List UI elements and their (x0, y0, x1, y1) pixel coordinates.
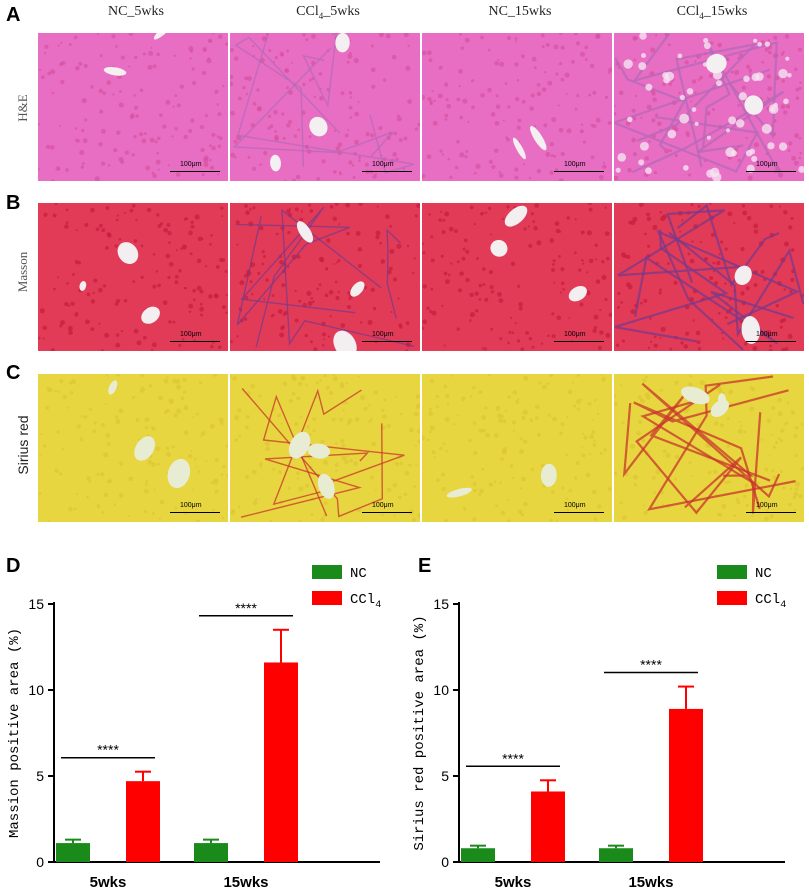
scale-label: 100μm (756, 502, 778, 509)
scale-bar (746, 512, 796, 513)
significance-label: **** (97, 742, 119, 758)
micrograph-tile: 100μm (422, 374, 612, 522)
legend-label: NC (755, 566, 772, 582)
bar-ccl4-5wks (126, 781, 160, 862)
legend-swatch (312, 591, 342, 605)
scale-label: 100μm (180, 161, 202, 168)
scale-bar (746, 171, 796, 172)
y-tick-label: 5 (36, 768, 44, 784)
bar-nc-15wks (599, 848, 633, 862)
panel-label-a: A (6, 4, 21, 26)
column-title-nc-15wks: NC_15wks (488, 4, 552, 19)
column-title-nc-5wks: NC_5wks (107, 4, 164, 19)
scale-bar (362, 171, 412, 172)
bar-nc-5wks (56, 843, 90, 862)
bar-nc-5wks (461, 848, 495, 862)
y-axis-label: Sirius red positive area (%) (412, 615, 428, 850)
y-tick-label: 15 (433, 596, 449, 612)
scale-label: 100μm (756, 331, 778, 338)
scale-bar (170, 171, 220, 172)
scale-bar (362, 512, 412, 513)
panel-label-c: C (6, 362, 21, 384)
scale-label: 100μm (180, 502, 202, 509)
bar-nc-15wks (194, 843, 228, 862)
x-tick-label: 5wks (495, 874, 532, 891)
column-title-ccl4-5wks: CCl4_5wks (296, 4, 360, 21)
scale-label: 100μm (564, 161, 586, 168)
scale-bar (170, 341, 220, 342)
scale-label: 100μm (372, 502, 394, 509)
micrograph-tile: 100μm (230, 374, 420, 522)
row-label-sirius-red: Sirius red (15, 415, 31, 475)
panel-label-b: B (6, 192, 21, 214)
x-tick-label: 15wks (628, 874, 673, 891)
scale-bar (170, 512, 220, 513)
y-tick-label: 0 (36, 854, 44, 870)
chart-e-sirius: 0 5 10 15 Sirius red positive area (%) **** 5w… (412, 565, 786, 891)
legend-label: CCl4 (755, 592, 786, 611)
scale-label: 100μm (372, 161, 394, 168)
y-tick-label: 15 (28, 596, 44, 612)
micrograph-tile: 100μm (230, 203, 420, 351)
legend-swatch (717, 591, 747, 605)
panel-label-d: D (6, 555, 21, 577)
scale-label: 100μm (564, 502, 586, 509)
y-tick-label: 0 (441, 854, 449, 870)
legend-label: NC (350, 566, 367, 582)
significance-label: **** (502, 750, 524, 766)
column-title-ccl4-15wks: CCl4_15wks (676, 4, 748, 21)
micrograph-tile: 100μm (38, 33, 228, 181)
significance-label: **** (640, 657, 662, 673)
legend-swatch (312, 565, 342, 579)
micrograph-tile: 100μm (614, 203, 804, 351)
panel-label-e: E (418, 555, 432, 577)
y-axis-label: Massion positive area (%) (7, 628, 23, 838)
scale-label: 100μm (372, 331, 394, 338)
bar-ccl4-15wks (264, 662, 298, 862)
micrograph-tile: 100μm (422, 33, 612, 181)
scale-bar (554, 171, 604, 172)
scale-bar (554, 341, 604, 342)
micrograph-tile: 100μm (614, 374, 804, 522)
y-tick-label: 10 (28, 682, 44, 698)
row-label-masson: Masson (15, 251, 30, 293)
y-tick-label: 5 (441, 768, 449, 784)
micrograph-tile: 100μm (38, 374, 228, 522)
bar-ccl4-5wks (531, 791, 565, 862)
scale-label: 100μm (180, 331, 202, 338)
legend-swatch (717, 565, 747, 579)
micrograph-tile: 100μm (422, 203, 612, 351)
y-tick-label: 10 (433, 682, 449, 698)
row-label-he: H&E (15, 94, 30, 122)
significance-label: **** (235, 600, 257, 616)
scale-bar (554, 512, 604, 513)
micrograph-tile: 100μm (38, 203, 228, 351)
scale-bar (746, 341, 796, 342)
chart-d-massion: 0 5 10 15 Massion positive area (%) **** 5wks *… (7, 565, 381, 891)
x-tick-label: 5wks (90, 874, 127, 891)
scale-label: 100μm (756, 161, 778, 168)
micrograph-tile: 100μm (614, 33, 804, 181)
scale-bar (362, 341, 412, 342)
legend-label: CCl4 (350, 592, 381, 611)
bar-ccl4-15wks (669, 708, 703, 862)
micrograph-tile: 100μm (230, 33, 420, 181)
scale-label: 100μm (564, 331, 586, 338)
x-tick-label: 15wks (223, 874, 268, 891)
